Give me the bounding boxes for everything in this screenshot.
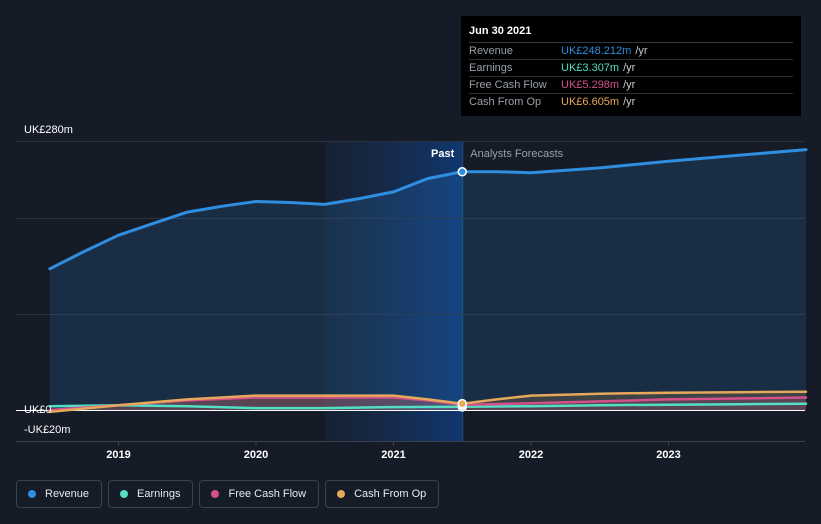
x-tick-label: 2023 <box>656 449 680 461</box>
tooltip-row: Cash From Op UK£6.605m/yr <box>469 94 793 110</box>
legend: Revenue Earnings Free Cash Flow Cash From O… <box>16 480 440 508</box>
series-line-cash-from-op <box>48 390 808 414</box>
tooltip-series-name: Cash From Op <box>469 96 542 108</box>
tooltip-unit: /yr <box>623 96 636 108</box>
legend-dot-icon <box>211 490 220 498</box>
tooltip-row: Earnings UK£3.307m/yr <box>469 60 793 77</box>
tooltip-panel: Jun 30 2021 Revenue UK£248.212m/yr Earning… <box>461 16 801 116</box>
tooltip-series-name: Free Cash Flow <box>469 79 547 91</box>
revenue-area <box>49 149 807 410</box>
y-axis-label: UK£280m <box>24 124 73 136</box>
series-line-revenue <box>48 148 808 271</box>
y-axis-label: UK£0 <box>24 404 52 416</box>
tooltip-series-value: UK£5.298m <box>561 79 620 91</box>
series-line-earnings <box>48 402 808 410</box>
tooltip-row: Revenue UK£248.212m/yr <box>469 43 793 60</box>
tooltip-unit: /yr <box>623 62 636 74</box>
legend-item-revenue[interactable]: Revenue <box>16 480 103 508</box>
legend-dot-icon <box>337 490 346 498</box>
tooltip-series-name: Revenue <box>469 45 514 57</box>
legend-label: Revenue <box>45 488 90 500</box>
tooltip-series-value: UK£6.605m <box>561 96 620 108</box>
tooltip-series-name: Earnings <box>469 62 513 74</box>
x-tick-label: 2021 <box>381 449 405 461</box>
past-label: Past <box>431 148 455 160</box>
past-forecast-divider <box>462 141 464 441</box>
legend-dot-icon <box>120 490 129 498</box>
legend-label: Earnings <box>137 488 181 500</box>
x-tick-label: 2022 <box>519 449 543 461</box>
legend-item-free-cash-flow[interactable]: Free Cash Flow <box>199 480 320 508</box>
series-line-free-cash-flow <box>48 396 808 412</box>
marker-revenue[interactable] <box>457 166 467 177</box>
x-tick-label: 2019 <box>106 449 130 461</box>
legend-item-cash-from-op[interactable]: Cash From Op <box>325 480 440 508</box>
marker-cash-from-op[interactable] <box>457 398 467 409</box>
tooltip-series-value: UK£3.307m <box>561 62 620 74</box>
legend-label: Free Cash Flow <box>228 488 307 500</box>
legend-item-earnings[interactable]: Earnings <box>108 480 194 508</box>
legend-dot-icon <box>28 490 36 498</box>
forecast-label: Analysts Forecasts <box>470 148 563 160</box>
y-axis-label: -UK£20m <box>24 424 70 436</box>
tooltip-unit: /yr <box>623 79 636 91</box>
legend-label: Cash From Op <box>354 488 427 500</box>
tooltip-unit: /yr <box>635 45 648 57</box>
x-tick-label: 2020 <box>244 449 268 461</box>
tooltip-series-value: UK£248.212m <box>561 45 632 57</box>
tooltip-date: Jun 30 2021 <box>469 25 793 43</box>
tooltip-row: Free Cash Flow UK£5.298m/yr <box>469 77 793 94</box>
